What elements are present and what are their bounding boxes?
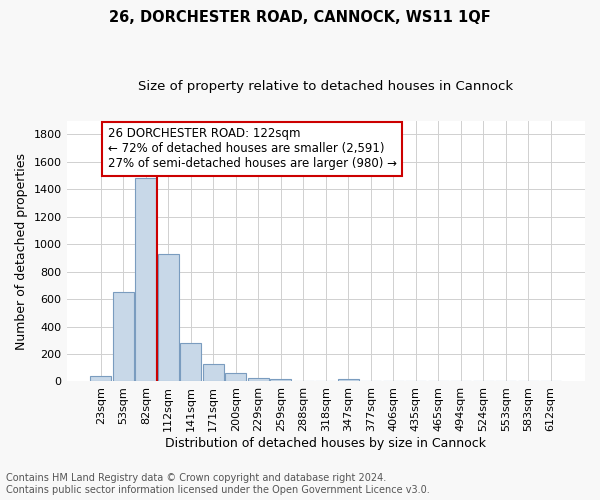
Bar — [248, 378, 269, 382]
Bar — [158, 254, 179, 382]
Text: Contains HM Land Registry data © Crown copyright and database right 2024.
Contai: Contains HM Land Registry data © Crown c… — [6, 474, 430, 495]
Bar — [180, 343, 202, 382]
Bar — [90, 376, 112, 382]
Title: Size of property relative to detached houses in Cannock: Size of property relative to detached ho… — [138, 80, 514, 93]
Bar — [338, 380, 359, 382]
Bar — [270, 380, 292, 382]
Text: 26 DORCHESTER ROAD: 122sqm
← 72% of detached houses are smaller (2,591)
27% of s: 26 DORCHESTER ROAD: 122sqm ← 72% of deta… — [107, 128, 397, 170]
Bar — [113, 292, 134, 382]
Bar — [203, 364, 224, 382]
X-axis label: Distribution of detached houses by size in Cannock: Distribution of detached houses by size … — [165, 437, 486, 450]
Text: 26, DORCHESTER ROAD, CANNOCK, WS11 1QF: 26, DORCHESTER ROAD, CANNOCK, WS11 1QF — [109, 10, 491, 25]
Bar — [135, 178, 157, 382]
Bar — [293, 381, 314, 382]
Y-axis label: Number of detached properties: Number of detached properties — [15, 152, 28, 350]
Bar — [225, 372, 247, 382]
